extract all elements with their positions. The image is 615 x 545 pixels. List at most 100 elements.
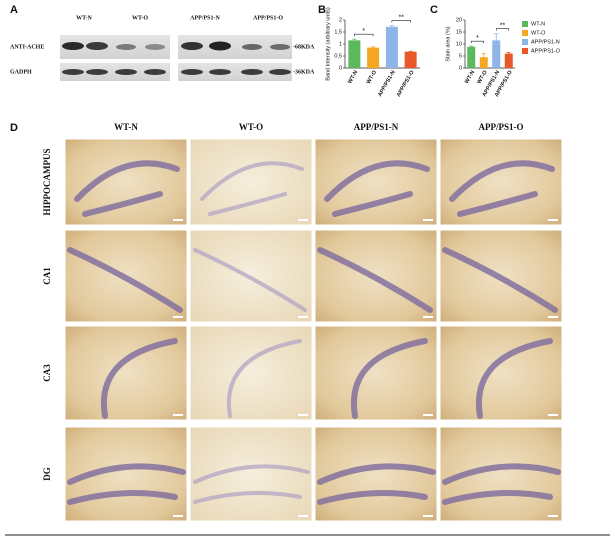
scale-bar [423,414,433,416]
micrograph [189,325,313,421]
legend-swatch [522,48,528,54]
significance-bracket [495,28,510,31]
x-tick-label: WT-N [347,70,359,85]
significance-label: ** [500,23,506,30]
cell-layer [193,248,307,312]
cell-layer [200,161,304,216]
bar [404,51,417,68]
scale-bar [298,414,308,416]
histology-column-label: APP/PS1-O [479,122,524,132]
scale-bar [548,515,558,517]
legend-label: WT-N [531,21,545,27]
blot-size-label: -68KDA [293,44,315,50]
legend-label: APP/PS1-N [531,39,560,45]
cell-layer [442,247,558,313]
legend-label: APP/PS1-O [531,48,561,54]
micrograph [64,138,188,226]
significance-label: * [476,35,479,42]
scale-bar [423,515,433,517]
scale-bar [173,414,183,416]
x-tick-label: WT-N [464,70,476,85]
micrograph [439,138,563,226]
scale-bar [298,316,308,318]
legend-swatch [522,30,528,36]
cell-layer [193,464,310,504]
histology-row-label: DG [42,467,52,481]
x-tick-label: WT-O [366,69,379,85]
y-tick-label: 0 [459,65,462,71]
bar [348,40,361,68]
cell-layer [100,338,178,419]
cell-layer [442,463,561,505]
y-tick-label: 0 [339,65,342,71]
scale-bar [173,316,183,318]
blot-column-label: APP/PS1-N [190,15,220,21]
scale-bar [548,316,558,318]
micrograph [439,229,563,323]
bar [467,46,476,68]
scale-bar [548,219,558,221]
blot-row-label: GADPH [10,69,32,75]
scale-bar [298,515,308,517]
cell-layer [317,247,433,313]
significance-bracket [354,33,374,37]
micrograph [314,138,438,226]
scale-bar [423,219,433,221]
significance-label: * [362,28,365,35]
y-tick-label: 2 [339,17,342,23]
y-tick-label: 5 [459,53,462,59]
histology-row-label: CA3 [42,364,52,382]
blot-size-label: -36KDA [293,69,315,75]
blot-column-label: APP/PS1-O [253,15,283,21]
histology-row-label: HIPPOCAMPUS [42,149,52,216]
histology-column-label: WT-N [114,122,138,132]
significance-label: ** [399,14,405,21]
blot-column-label: WT-O [132,15,148,21]
legend-swatch [522,39,528,45]
x-tick-label: APP/PS1-O [396,69,416,98]
y-tick-label: 15 [456,29,462,35]
panel-label: A [10,4,18,16]
scale-bar [298,219,308,221]
histology-column-label: WT-O [239,122,263,132]
bar [504,53,513,68]
micrograph [189,426,313,522]
bar [492,40,501,68]
micrograph [189,138,313,226]
y-axis-label: Stain area (%) [445,26,451,61]
cell-layer [317,463,436,505]
cell-layer [350,338,428,419]
panel-label: D [10,122,18,134]
cell-layer [475,338,553,419]
y-tick-label: 1.5 [334,29,342,35]
x-tick-label: WT-O [476,69,489,85]
panel-label: C [430,4,438,16]
cell-layer [67,463,186,505]
legend-label: WT-O [531,30,546,36]
cell-layer [449,160,555,217]
significance-bracket [470,40,485,44]
y-tick-label: 0.5 [334,53,342,59]
legend-swatch [522,21,528,27]
cell-layer [226,339,302,418]
bar [385,26,398,68]
bar [367,47,380,68]
blot-column-label: WT-N [76,15,92,21]
scale-bar [423,316,433,318]
cell-layer [74,160,180,217]
histology-row-label: CA1 [42,267,52,285]
significance-bracket [391,20,411,23]
y-axis-label: Band Intensity (arbitrary units) [325,7,331,81]
panel-label: B [318,4,326,16]
scale-bar [173,219,183,221]
y-tick-label: 10 [456,41,462,47]
cell-layer [67,247,183,313]
histology-column-label: APP/PS1-N [354,122,399,132]
blot-row-label: ANTI-ACHE [10,44,44,50]
blot [60,35,292,81]
y-tick-label: 1 [339,41,342,47]
y-tick-label: 20 [456,17,462,23]
cell-layer [324,160,430,217]
histology-grid [64,138,563,522]
